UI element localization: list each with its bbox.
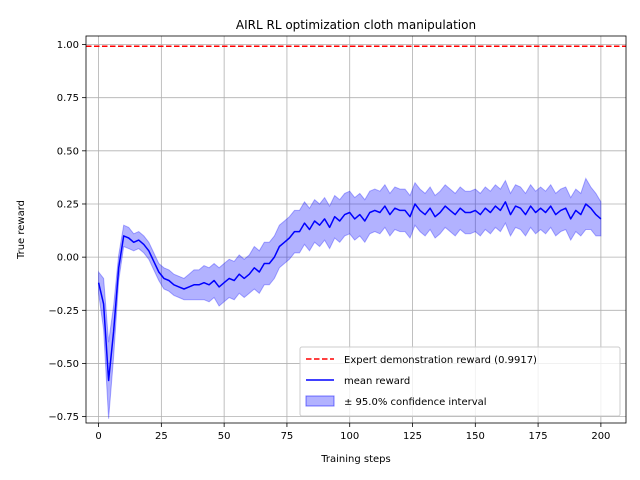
x-tick-label: 75 xyxy=(281,431,294,442)
y-tick-label: 1.00 xyxy=(57,40,79,51)
mean-reward-line xyxy=(97,201,602,382)
y-tick-label: −0.50 xyxy=(48,359,79,370)
legend-band-label: ± 95.0% confidence interval xyxy=(344,397,487,408)
chart-title: AIRL RL optimization cloth manipulation xyxy=(236,18,476,32)
x-tick-label: 100 xyxy=(340,431,359,442)
legend-mean-label: mean reward xyxy=(344,376,410,387)
confidence-band xyxy=(98,177,602,419)
x-tick-label: 200 xyxy=(591,431,610,442)
y-tick-label: −0.75 xyxy=(48,412,79,423)
series-group xyxy=(97,201,602,382)
x-tick-label: 0 xyxy=(95,431,101,442)
axes-frame xyxy=(85,35,627,424)
legend-expert-label: Expert demonstration reward (0.9917) xyxy=(344,355,537,366)
y-tick-label: −0.25 xyxy=(48,306,79,317)
x-tick-label: 175 xyxy=(529,431,548,442)
x-tick-label: 125 xyxy=(403,431,422,442)
x-tick-label: 150 xyxy=(466,431,485,442)
y-tick-label: 0.25 xyxy=(57,199,79,210)
legend-box xyxy=(299,346,621,417)
y-axis-ticks: −0.75 −0.50 −0.25 0.00 0.25 0.50 0.75 1.00 xyxy=(48,40,86,423)
y-tick-label: 0.75 xyxy=(57,93,79,104)
x-tick-label: 25 xyxy=(155,431,168,442)
confidence-band-area xyxy=(98,177,602,419)
y-tick-label: 0.00 xyxy=(57,253,79,264)
x-tick-label: 50 xyxy=(218,431,231,442)
x-axis-ticks: 0 25 50 75 100 125 150 175 200 xyxy=(95,423,610,442)
x-axis-label: Training steps xyxy=(320,454,390,465)
y-tick-label: 0.50 xyxy=(57,146,79,157)
legend-band-swatch xyxy=(305,395,335,407)
legend: Expert demonstration reward (0.9917) mea… xyxy=(299,346,621,417)
y-axis-label: True reward xyxy=(16,200,27,260)
